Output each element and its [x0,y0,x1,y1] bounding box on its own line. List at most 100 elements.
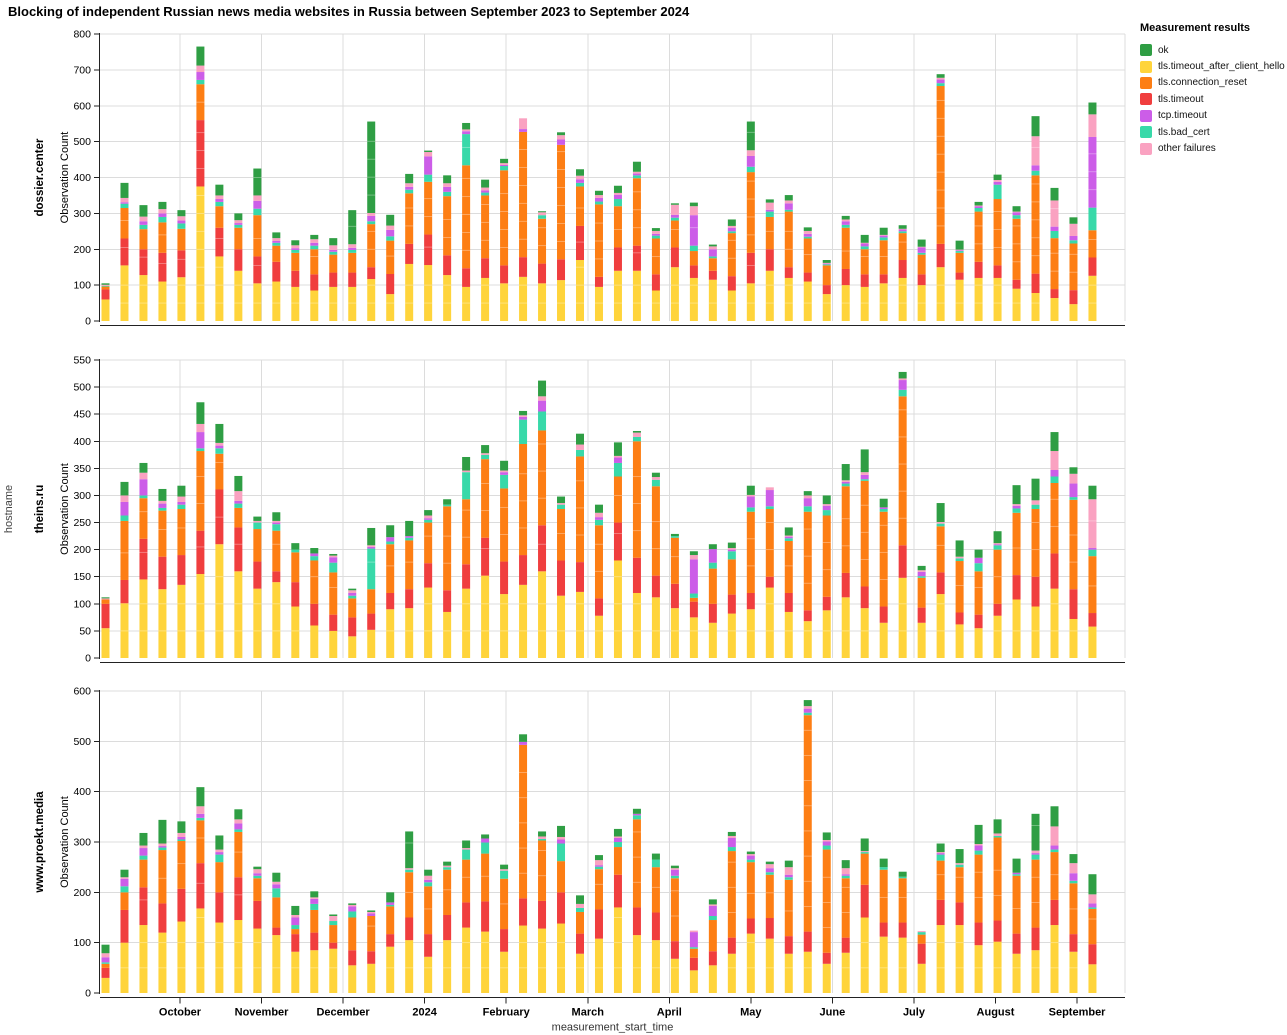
bar-segment-other failures[interactable] [576,903,584,908]
bar-segment-tls.bad_cert[interactable] [386,236,395,241]
bar-segment-ok[interactable] [196,787,205,807]
bar-segment-tls.timeout[interactable] [158,903,167,933]
bar-segment-tls.timeout[interactable] [879,274,888,284]
bar-segment-tls.bad_cert[interactable] [765,872,774,875]
bar-segment-ok[interactable] [746,121,755,151]
bar-segment-tls.bad_cert[interactable] [120,203,129,208]
bar-segment-tls.connection_reset[interactable] [139,229,148,250]
bar-segment-other failures[interactable] [424,875,433,880]
bar-segment-tls.bad_cert[interactable] [727,551,736,560]
bar-segment-other failures[interactable] [879,234,888,236]
bar-segment-tls.timeout[interactable] [101,967,110,978]
bar-segment-tls.connection_reset[interactable] [594,525,603,599]
bar-segment-tls.connection_reset[interactable] [841,878,850,938]
bar-segment-ok[interactable] [670,203,679,205]
bar-segment-other failures[interactable] [196,65,205,73]
bar-segment-tcp.timeout[interactable] [993,544,1002,546]
bar-segment-tls.timeout[interactable] [291,270,300,287]
bar-segment-other failures[interactable] [329,555,338,558]
bar-segment-tls.connection_reset[interactable] [993,199,1002,266]
bar-segment-other failures[interactable] [443,865,452,868]
bar-segment-tls.connection_reset[interactable] [784,211,793,268]
bar-segment-ok[interactable] [310,548,319,554]
bar-segment-ok[interactable] [443,861,452,866]
bar-segment-tls.connection_reset[interactable] [632,178,641,246]
bar-segment-tcp.timeout[interactable] [917,247,926,253]
bar-segment-tcp.timeout[interactable] [310,242,319,246]
bar-segment-tls.timeout[interactable] [1088,257,1097,276]
bar-segment-tls.timeout[interactable] [898,545,907,578]
bar-segment-tls.timeout[interactable] [120,579,129,604]
bar-segment-ok[interactable] [860,838,869,852]
bar-segment-other failures[interactable] [443,183,452,187]
bar-segment-tls.timeout_after_client_hello[interactable] [310,290,319,321]
bar-segment-tls.bad_cert[interactable] [784,538,793,541]
bar-segment-other failures[interactable] [689,206,698,216]
bar-segment-tls.timeout[interactable] [367,267,376,280]
bar-segment-ok[interactable] [481,834,490,839]
bar-segment-tls.connection_reset[interactable] [519,443,528,556]
bar-segment-tls.timeout_after_client_hello[interactable] [386,609,395,658]
bar-segment-ok[interactable] [291,543,300,550]
bar-segment-tls.timeout[interactable] [898,922,907,938]
bar-segment-tls.connection_reset[interactable] [557,861,566,893]
bar-segment-tls.bad_cert[interactable] [310,245,319,250]
bar-segment-other failures[interactable] [1012,504,1021,506]
bar-segment-tls.bad_cert[interactable] [405,869,414,873]
bar-segment-other failures[interactable] [632,171,641,174]
bar-segment-other failures[interactable] [348,590,357,593]
bar-segment-tls.timeout[interactable] [348,617,357,637]
bar-segment-tcp.timeout[interactable] [253,200,262,209]
bar-segment-tls.connection_reset[interactable] [500,878,509,930]
bar-segment-tcp.timeout[interactable] [1050,469,1059,477]
bar-segment-tls.connection_reset[interactable] [765,509,774,577]
bar-segment-tls.timeout[interactable] [386,274,395,295]
bar-segment-tls.bad_cert[interactable] [1069,880,1078,884]
bar-segment-tls.bad_cert[interactable] [557,504,566,510]
bar-segment-ok[interactable] [405,173,414,184]
bar-segment-ok[interactable] [1088,874,1097,895]
bar-segment-tls.timeout_after_client_hello[interactable] [348,636,357,658]
bar-segment-tls.connection_reset[interactable] [784,879,793,937]
bar-segment-tls.timeout[interactable] [1031,576,1040,607]
bar-segment-ok[interactable] [215,423,224,443]
bar-segment-tls.bad_cert[interactable] [632,436,641,442]
bar-segment-tls.timeout[interactable] [879,606,888,623]
bar-segment-ok[interactable] [670,533,679,537]
bar-segment-tcp.timeout[interactable] [348,592,357,596]
bar-segment-tls.timeout[interactable] [1050,899,1059,926]
bar-segment-tls.timeout[interactable] [519,257,528,277]
bar-segment-tls.bad_cert[interactable] [310,556,319,561]
bar-segment-tls.timeout[interactable] [974,922,983,946]
bar-segment-tls.timeout[interactable] [424,563,433,588]
bar-segment-tcp.timeout[interactable] [576,179,584,183]
bar-segment-tls.connection_reset[interactable] [538,218,547,264]
bar-segment-tls.timeout_after_client_hello[interactable] [993,277,1002,321]
bar-segment-tls.timeout_after_client_hello[interactable] [557,595,566,658]
bar-segment-tls.connection_reset[interactable] [272,897,281,928]
bar-segment-tls.timeout[interactable] [917,943,926,964]
bar-segment-tcp.timeout[interactable] [120,878,129,887]
bar-segment-other failures[interactable] [234,491,243,501]
bar-segment-tls.timeout[interactable] [727,594,736,614]
bar-segment-other failures[interactable] [765,487,774,491]
bar-segment-other failures[interactable] [272,238,281,241]
bar-segment-tcp.timeout[interactable] [594,197,603,202]
bar-segment-tls.timeout[interactable] [822,596,831,611]
bar-segment-tls.connection_reset[interactable] [177,841,186,889]
bar-segment-ok[interactable] [500,460,509,471]
bar-segment-tls.timeout_after_client_hello[interactable] [822,963,831,993]
bar-segment-ok[interactable] [1012,206,1021,212]
bar-segment-ok[interactable] [841,860,850,869]
bar-segment-tls.bad_cert[interactable] [177,504,186,510]
bar-segment-tls.connection_reset[interactable] [367,224,376,268]
bar-segment-tls.timeout[interactable] [955,612,964,625]
bar-segment-other failures[interactable] [993,180,1002,182]
bar-segment-tls.timeout[interactable] [993,603,1002,616]
bar-segment-tls.bad_cert[interactable] [538,838,547,841]
bar-segment-tcp.timeout[interactable] [708,549,717,563]
bar-segment-tls.timeout[interactable] [367,951,376,964]
bar-segment-ok[interactable] [576,433,584,445]
bar-segment-tcp.timeout[interactable] [443,186,452,192]
bar-segment-tls.timeout[interactable] [803,272,812,282]
